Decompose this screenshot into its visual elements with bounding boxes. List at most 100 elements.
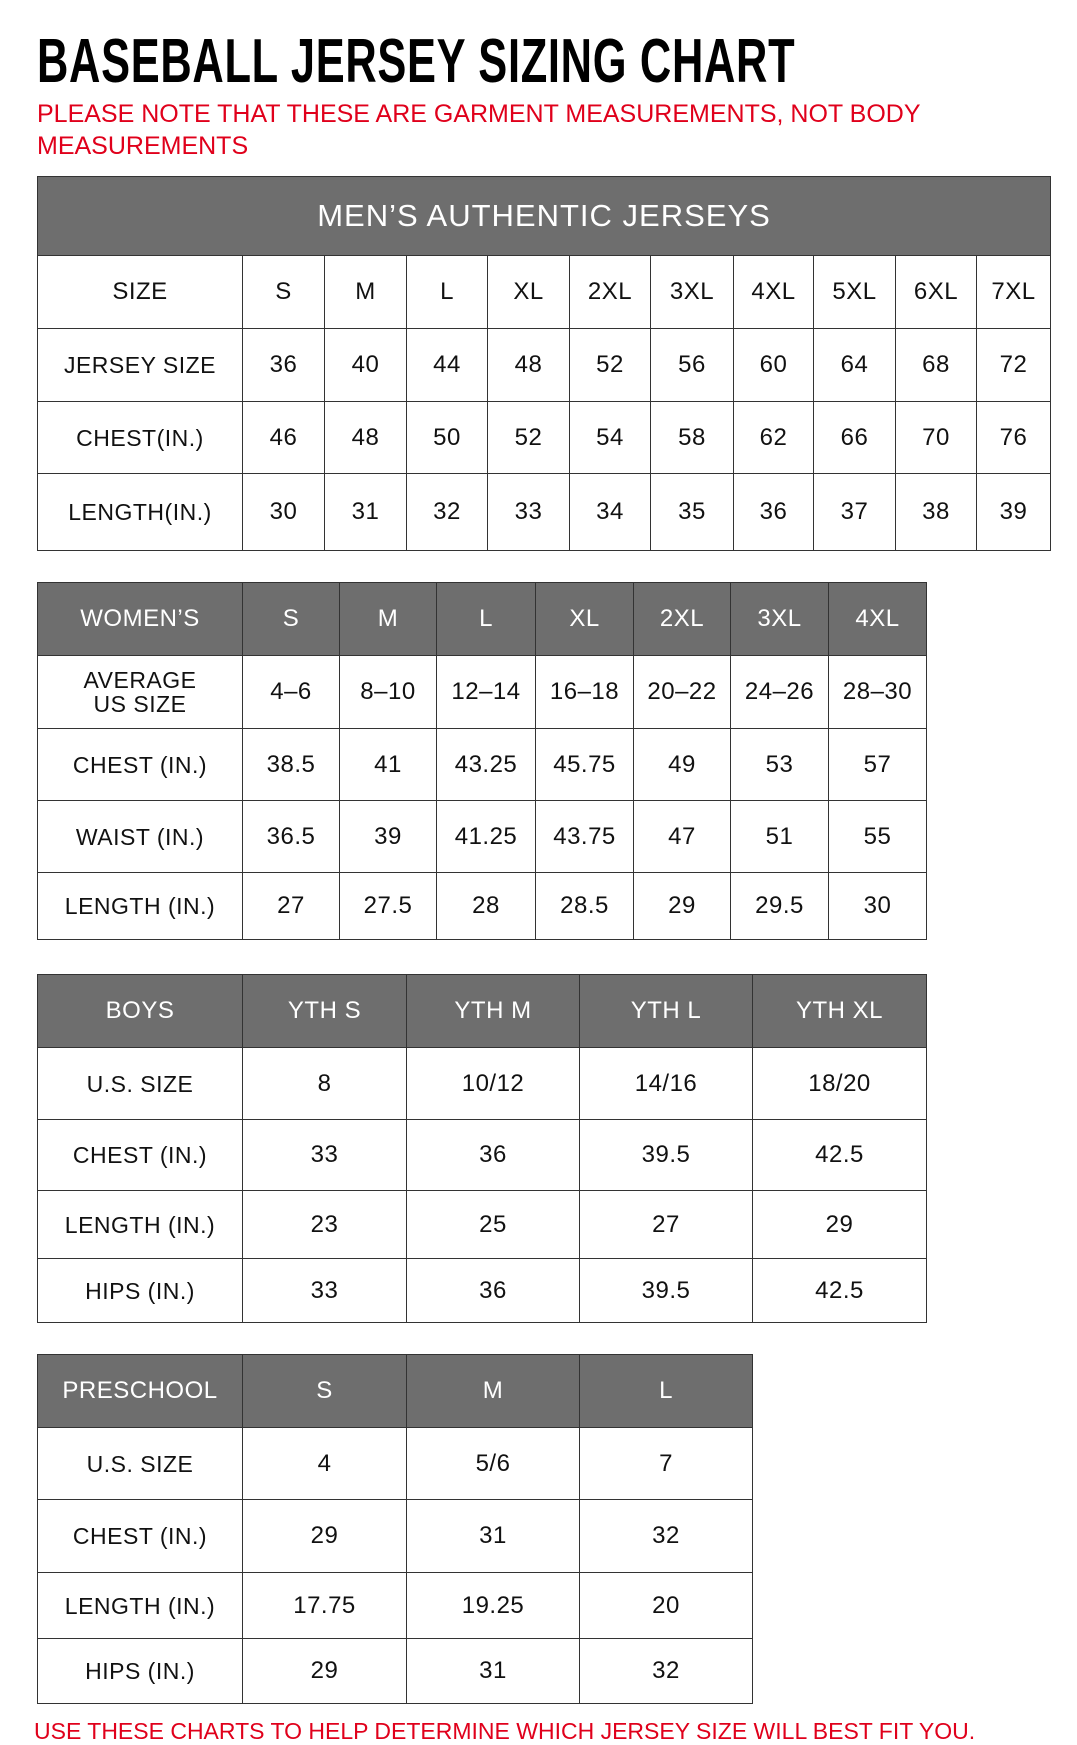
measurement-cell: 76: [975, 401, 1052, 474]
measurement-cell: 31: [406, 1638, 580, 1704]
measurement-cell: 4: [242, 1427, 407, 1500]
measurement-cell: 50: [406, 401, 488, 474]
measurement-cell: 20–22: [633, 655, 731, 729]
size-header-cell: L: [406, 255, 488, 329]
row-label: JERSEY SIZE: [37, 328, 243, 402]
measurement-cell: 32: [579, 1638, 753, 1704]
measurement-cell: 36: [733, 473, 814, 551]
measurement-cell: 70: [895, 401, 977, 474]
row-label: HIPS (IN.): [37, 1638, 243, 1704]
row-label: CHEST (IN.): [37, 728, 243, 801]
garment-note: PLEASE NOTE THAT THESE ARE GARMENT MEASU…: [37, 100, 921, 160]
table-row: CHEST(IN.) 46 48 50 52 54 58 62 66 70 76: [37, 401, 1052, 474]
measurement-cell: 39: [975, 473, 1052, 551]
measurement-cell: 32: [579, 1499, 753, 1573]
size-header-cell: L: [579, 1354, 753, 1428]
row-label: LENGTH (IN.): [37, 1572, 243, 1639]
measurement-cell: 8: [242, 1047, 407, 1120]
measurement-cell: 35: [650, 473, 734, 551]
size-header-cell: 2XL: [633, 582, 731, 656]
table-row: JERSEY SIZE 36 40 44 48 52 56 60 64 68 72: [37, 328, 1052, 402]
measurement-cell: 14/16: [579, 1047, 753, 1120]
measurement-cell: 33: [487, 473, 570, 551]
measurement-cell: 16–18: [535, 655, 634, 729]
measurement-cell: 58: [650, 401, 734, 474]
measurement-cell: 27.5: [339, 872, 437, 940]
measurement-cell: 29.5: [730, 872, 829, 940]
measurement-cell: 8–10: [339, 655, 437, 729]
row-label: U.S. SIZE: [37, 1427, 243, 1500]
footer-note: USE THESE CHARTS TO HELP DETERMINE WHICH…: [34, 1718, 976, 1744]
measurement-cell: 29: [752, 1190, 927, 1259]
row-label: CHEST (IN.): [37, 1119, 243, 1191]
size-header-cell: 3XL: [730, 582, 829, 656]
measurement-cell: 23: [242, 1190, 407, 1259]
measurement-cell: 27: [242, 872, 340, 940]
measurement-cell: 52: [569, 328, 651, 402]
table-row: HIPS (IN.) 33 36 39.5 42.5: [37, 1258, 927, 1323]
row-label: AVERAGE US SIZE: [37, 655, 243, 729]
measurement-cell: 18/20: [752, 1047, 927, 1120]
measurement-cell: 28–30: [828, 655, 927, 729]
measurement-cell: 38.5: [242, 728, 340, 801]
womens-size-table: WOMEN’S S M L XL 2XL 3XL 4XL AVERAGE US SIZE 4–6 8…: [37, 582, 927, 940]
table-row: LENGTH (IN.) 23 25 27 29: [37, 1190, 927, 1259]
table-row: U.S. SIZE 4 5/6 7: [37, 1427, 753, 1500]
measurement-cell: 32: [406, 473, 488, 551]
table-row: U.S. SIZE 8 10/12 14/16 18/20: [37, 1047, 927, 1120]
measurement-cell: 46: [242, 401, 325, 474]
table-caption: MEN’S AUTHENTIC JERSEYS: [36, 176, 1052, 256]
size-header-cell: 5XL: [813, 255, 896, 329]
measurement-cell: 43.75: [535, 800, 634, 873]
measurement-cell: 31: [406, 1499, 580, 1573]
measurement-cell: 25: [406, 1190, 580, 1259]
measurement-cell: 30: [242, 473, 325, 551]
size-header-cell: XL: [535, 582, 634, 656]
table-row: CHEST (IN.) 29 31 32: [37, 1499, 753, 1573]
measurement-cell: 66: [813, 401, 896, 474]
measurement-cell: 56: [650, 328, 734, 402]
measurement-cell: 36: [242, 328, 325, 402]
row-label: LENGTH(IN.): [37, 473, 243, 551]
measurement-cell: 57: [828, 728, 927, 801]
measurement-cell: 68: [895, 328, 977, 402]
measurement-cell: 31: [324, 473, 407, 551]
measurement-cell: 48: [487, 328, 570, 402]
mens-size-table: MEN’S AUTHENTIC JERSEYS SIZE S M L XL 2XL 3XL 4X…: [36, 176, 1052, 551]
size-header-cell: S: [242, 255, 325, 329]
row-label: LENGTH (IN.): [37, 1190, 243, 1259]
size-header-cell: M: [339, 582, 437, 656]
header-label: SIZE: [37, 255, 243, 329]
measurement-cell: 42.5: [752, 1258, 927, 1323]
measurement-cell: 17.75: [242, 1572, 407, 1639]
size-header-cell: S: [242, 1354, 407, 1428]
table-row: HIPS (IN.) 29 31 32: [37, 1638, 753, 1704]
measurement-cell: 53: [730, 728, 829, 801]
measurement-cell: 7: [579, 1427, 753, 1500]
measurement-cell: 51: [730, 800, 829, 873]
boys-size-table: BOYS YTH S YTH M YTH L YTH XL U.S. SIZE 8 10/12…: [37, 974, 927, 1323]
header-label: WOMEN’S: [37, 582, 243, 656]
size-header-cell: S: [242, 582, 340, 656]
measurement-cell: 19.25: [406, 1572, 580, 1639]
measurement-cell: 41: [339, 728, 437, 801]
table-row: CHEST (IN.) 33 36 39.5 42.5: [37, 1119, 927, 1191]
measurement-cell: 24–26: [730, 655, 829, 729]
size-header-cell: 6XL: [895, 255, 977, 329]
table-header-row: WOMEN’S S M L XL 2XL 3XL 4XL: [37, 582, 927, 656]
measurement-cell: 29: [242, 1499, 407, 1573]
header-label: BOYS: [37, 974, 243, 1048]
size-header-cell: M: [324, 255, 407, 329]
size-header-cell: YTH S: [242, 974, 407, 1048]
measurement-cell: 62: [733, 401, 814, 474]
measurement-cell: 42.5: [752, 1119, 927, 1191]
table-row: LENGTH (IN.) 17.75 19.25 20: [37, 1572, 753, 1639]
measurement-cell: 60: [733, 328, 814, 402]
size-header-cell: 3XL: [650, 255, 734, 329]
measurement-cell: 27: [579, 1190, 753, 1259]
measurement-cell: 29: [242, 1638, 407, 1704]
table-header-row: BOYS YTH S YTH M YTH L YTH XL: [37, 974, 927, 1048]
measurement-cell: 5/6: [406, 1427, 580, 1500]
size-header-cell: 4XL: [828, 582, 927, 656]
size-header-cell: YTH M: [406, 974, 580, 1048]
